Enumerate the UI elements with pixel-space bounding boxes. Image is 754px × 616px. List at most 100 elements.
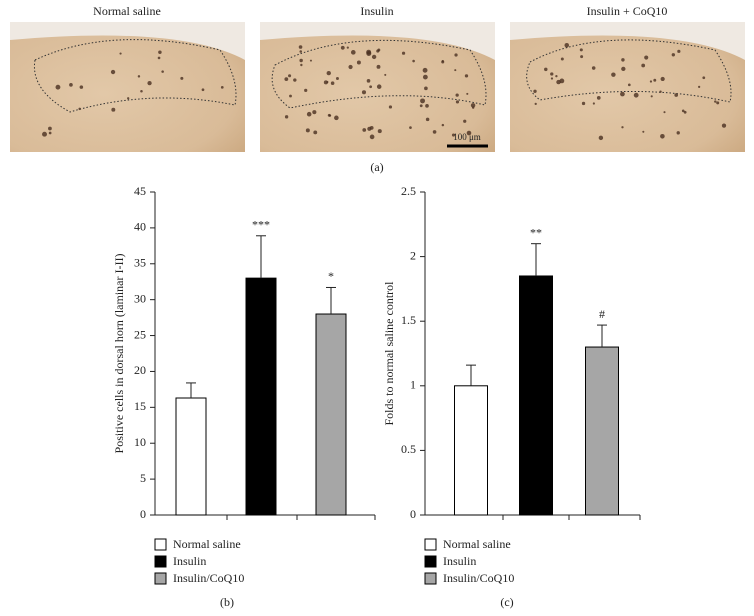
stained-cell <box>466 92 469 95</box>
stained-cell <box>698 85 701 89</box>
y-tick-label: 5 <box>140 471 146 485</box>
stained-cell <box>147 81 152 86</box>
significance-mark: # <box>599 307 605 321</box>
background <box>260 22 495 60</box>
region-outline <box>33 39 237 113</box>
stained-cell <box>463 119 467 123</box>
y-tick-label: 2 <box>410 248 416 262</box>
stained-cell <box>371 54 377 60</box>
stained-cell <box>455 100 460 104</box>
stained-cell <box>377 129 382 134</box>
stained-cell <box>388 105 393 109</box>
legend-label: Insulin <box>443 554 476 568</box>
stained-cell <box>288 74 292 78</box>
stained-cell <box>305 128 310 133</box>
panel-label: Insulin <box>360 4 393 18</box>
stained-cell <box>422 74 428 80</box>
stained-cell <box>650 95 653 98</box>
stained-cell <box>714 100 717 103</box>
stained-cell <box>412 59 415 63</box>
stained-cell <box>306 111 312 117</box>
stained-cell <box>309 59 312 62</box>
stained-cell <box>441 123 445 127</box>
stained-cell <box>422 67 428 73</box>
stained-cell <box>663 111 666 114</box>
bar <box>454 385 488 516</box>
stained-cell <box>55 84 61 90</box>
stained-cell <box>79 85 84 89</box>
stained-cell <box>432 130 437 134</box>
stained-cell <box>633 92 639 98</box>
stained-cell <box>201 88 205 92</box>
panel-caption: (c) <box>500 595 513 609</box>
stained-cell <box>660 76 665 82</box>
stained-cell <box>376 49 380 53</box>
stained-cell <box>140 90 143 93</box>
stained-cell <box>559 78 565 84</box>
y-tick-label: 40 <box>134 220 146 234</box>
stained-cell <box>313 130 318 135</box>
bar <box>245 277 277 516</box>
region-outline <box>526 39 732 103</box>
stained-cell <box>78 107 81 111</box>
stained-cell <box>180 76 184 80</box>
stained-cell <box>356 60 361 65</box>
background <box>510 22 745 60</box>
legend-swatch <box>154 572 167 585</box>
stained-cell <box>550 77 554 80</box>
stained-cell <box>42 131 47 137</box>
legend-swatch <box>424 555 437 568</box>
y-tick-label: 20 <box>134 363 146 377</box>
stained-cell <box>620 91 625 97</box>
stained-cell <box>579 48 583 52</box>
stained-cell <box>419 104 423 108</box>
legend-label: Insulin <box>173 554 206 568</box>
stained-cell <box>555 75 558 78</box>
y-tick-label: 30 <box>134 291 146 305</box>
stained-cell <box>683 110 687 114</box>
stained-cell <box>298 45 303 49</box>
stained-cell <box>335 77 339 80</box>
legend-label: Normal saline <box>173 537 241 551</box>
bar <box>175 397 207 516</box>
stained-cell <box>350 50 356 55</box>
stained-cell <box>300 63 303 67</box>
stained-cell <box>560 57 564 61</box>
stained-cell <box>366 79 371 83</box>
stained-cell <box>681 109 685 113</box>
stained-cell <box>454 53 458 57</box>
legend-swatch <box>424 572 437 585</box>
stained-cell <box>425 117 430 122</box>
stained-cell <box>289 94 292 98</box>
stained-cell <box>340 45 345 50</box>
stained-cell <box>127 97 130 100</box>
panel-label: Insulin + CoQ10 <box>587 4 668 18</box>
stained-cell <box>653 78 657 82</box>
stained-cell <box>455 93 459 97</box>
stained-cell <box>366 49 372 55</box>
stained-cell <box>293 78 297 82</box>
stained-cell <box>48 126 52 131</box>
stained-cell <box>284 77 289 82</box>
stained-cell <box>642 130 645 133</box>
stained-cell <box>326 81 329 84</box>
legend-label: Insulin/CoQ10 <box>173 571 244 585</box>
stained-cell <box>466 130 472 136</box>
y-tick-label: 0 <box>140 507 146 521</box>
panel-caption: (b) <box>220 595 234 609</box>
stained-cell <box>674 93 678 97</box>
stained-cell <box>376 64 381 69</box>
y-tick-label: 2.5 <box>401 184 416 198</box>
stained-cell <box>299 50 303 53</box>
bar <box>585 346 619 516</box>
stained-cell <box>111 107 116 112</box>
stained-cell <box>677 49 681 53</box>
stained-cell <box>334 115 339 121</box>
stained-cell <box>649 80 653 83</box>
stained-cell <box>564 43 570 48</box>
stained-cell <box>299 58 303 63</box>
stained-cell <box>284 115 289 119</box>
micrographs: 100 μm Normal saline Insulin Insulin + C… <box>10 4 745 174</box>
stained-cell <box>471 106 475 109</box>
